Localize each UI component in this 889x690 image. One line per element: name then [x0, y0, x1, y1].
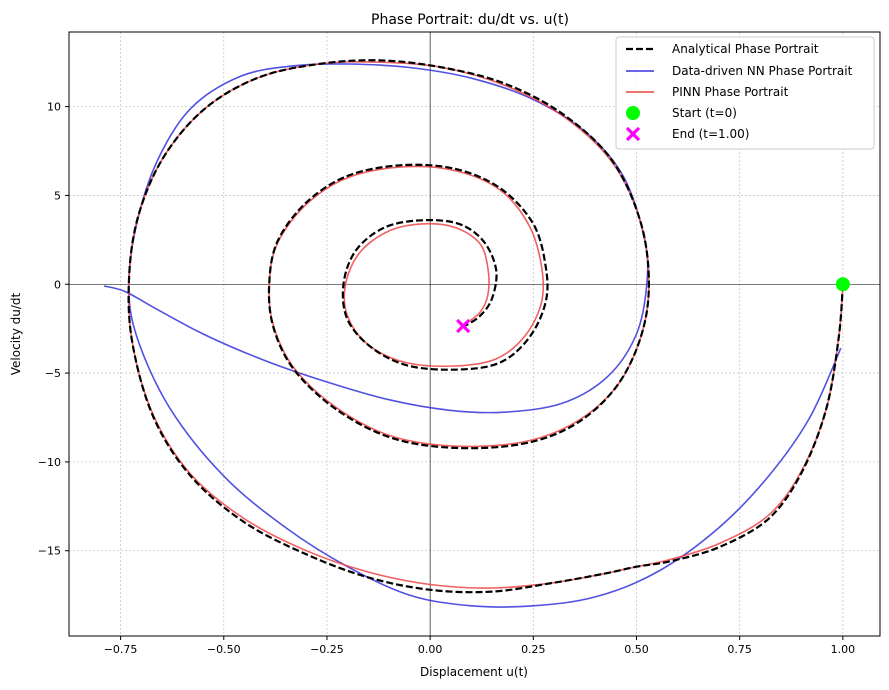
- x-tick-label: 0.25: [521, 643, 546, 656]
- y-axis-label: Velocity du/dt: [9, 292, 23, 375]
- chart-title: Phase Portrait: du/dt vs. u(t): [371, 12, 569, 28]
- legend-end-marker-stroke-b: [625, 126, 641, 142]
- x-tick-label: −0.25: [310, 643, 344, 656]
- x-tick-label: 0.00: [418, 643, 443, 656]
- series-analytical-phase-portrait: [127, 59, 844, 594]
- legend-label: PINN Phase Portrait: [672, 85, 789, 99]
- y-tick-label: 0: [54, 278, 61, 291]
- plot-frame: [68, 31, 881, 637]
- y-tick-label: −15: [38, 545, 61, 558]
- y-tick-label: −10: [38, 456, 61, 469]
- legend-label: Data-driven NN Phase Portrait: [672, 64, 853, 78]
- x-tick-label: 0.50: [624, 643, 649, 656]
- x-axis-label: Displacement u(t): [420, 665, 528, 679]
- x-tick-label: −0.75: [104, 643, 138, 656]
- end-marker: [456, 318, 471, 334]
- series-lines: [103, 59, 844, 608]
- legend-end-marker: [625, 126, 641, 142]
- start-marker: [835, 277, 850, 292]
- y-tick-label: 10: [47, 101, 61, 114]
- legend-label: Start (t=0): [672, 106, 737, 120]
- legend-label: Analytical Phase Portrait: [672, 42, 819, 56]
- x-tick-label: −0.50: [207, 643, 241, 656]
- end-marker-stroke-b: [456, 318, 471, 334]
- legend: Analytical Phase Portrait Data-driven NN …: [615, 36, 875, 150]
- point-markers: [456, 277, 850, 334]
- series-data-driven-nn-phase-portrait: [103, 63, 842, 608]
- x-tick-label: 0.75: [727, 643, 752, 656]
- y-tick-label: −5: [45, 367, 61, 380]
- zero-axes: [69, 32, 880, 636]
- legend-start-marker: [626, 106, 640, 120]
- x-tick-label: 1.00: [831, 643, 856, 656]
- legend-label: End (t=1.00): [672, 127, 749, 141]
- axis-ticks: −0.75 −0.50 −0.25 0.00 0.25 0.50 0.75 1.00 −15 −1…: [38, 101, 855, 656]
- y-tick-label: 5: [54, 189, 61, 202]
- legend-box: [615, 36, 875, 150]
